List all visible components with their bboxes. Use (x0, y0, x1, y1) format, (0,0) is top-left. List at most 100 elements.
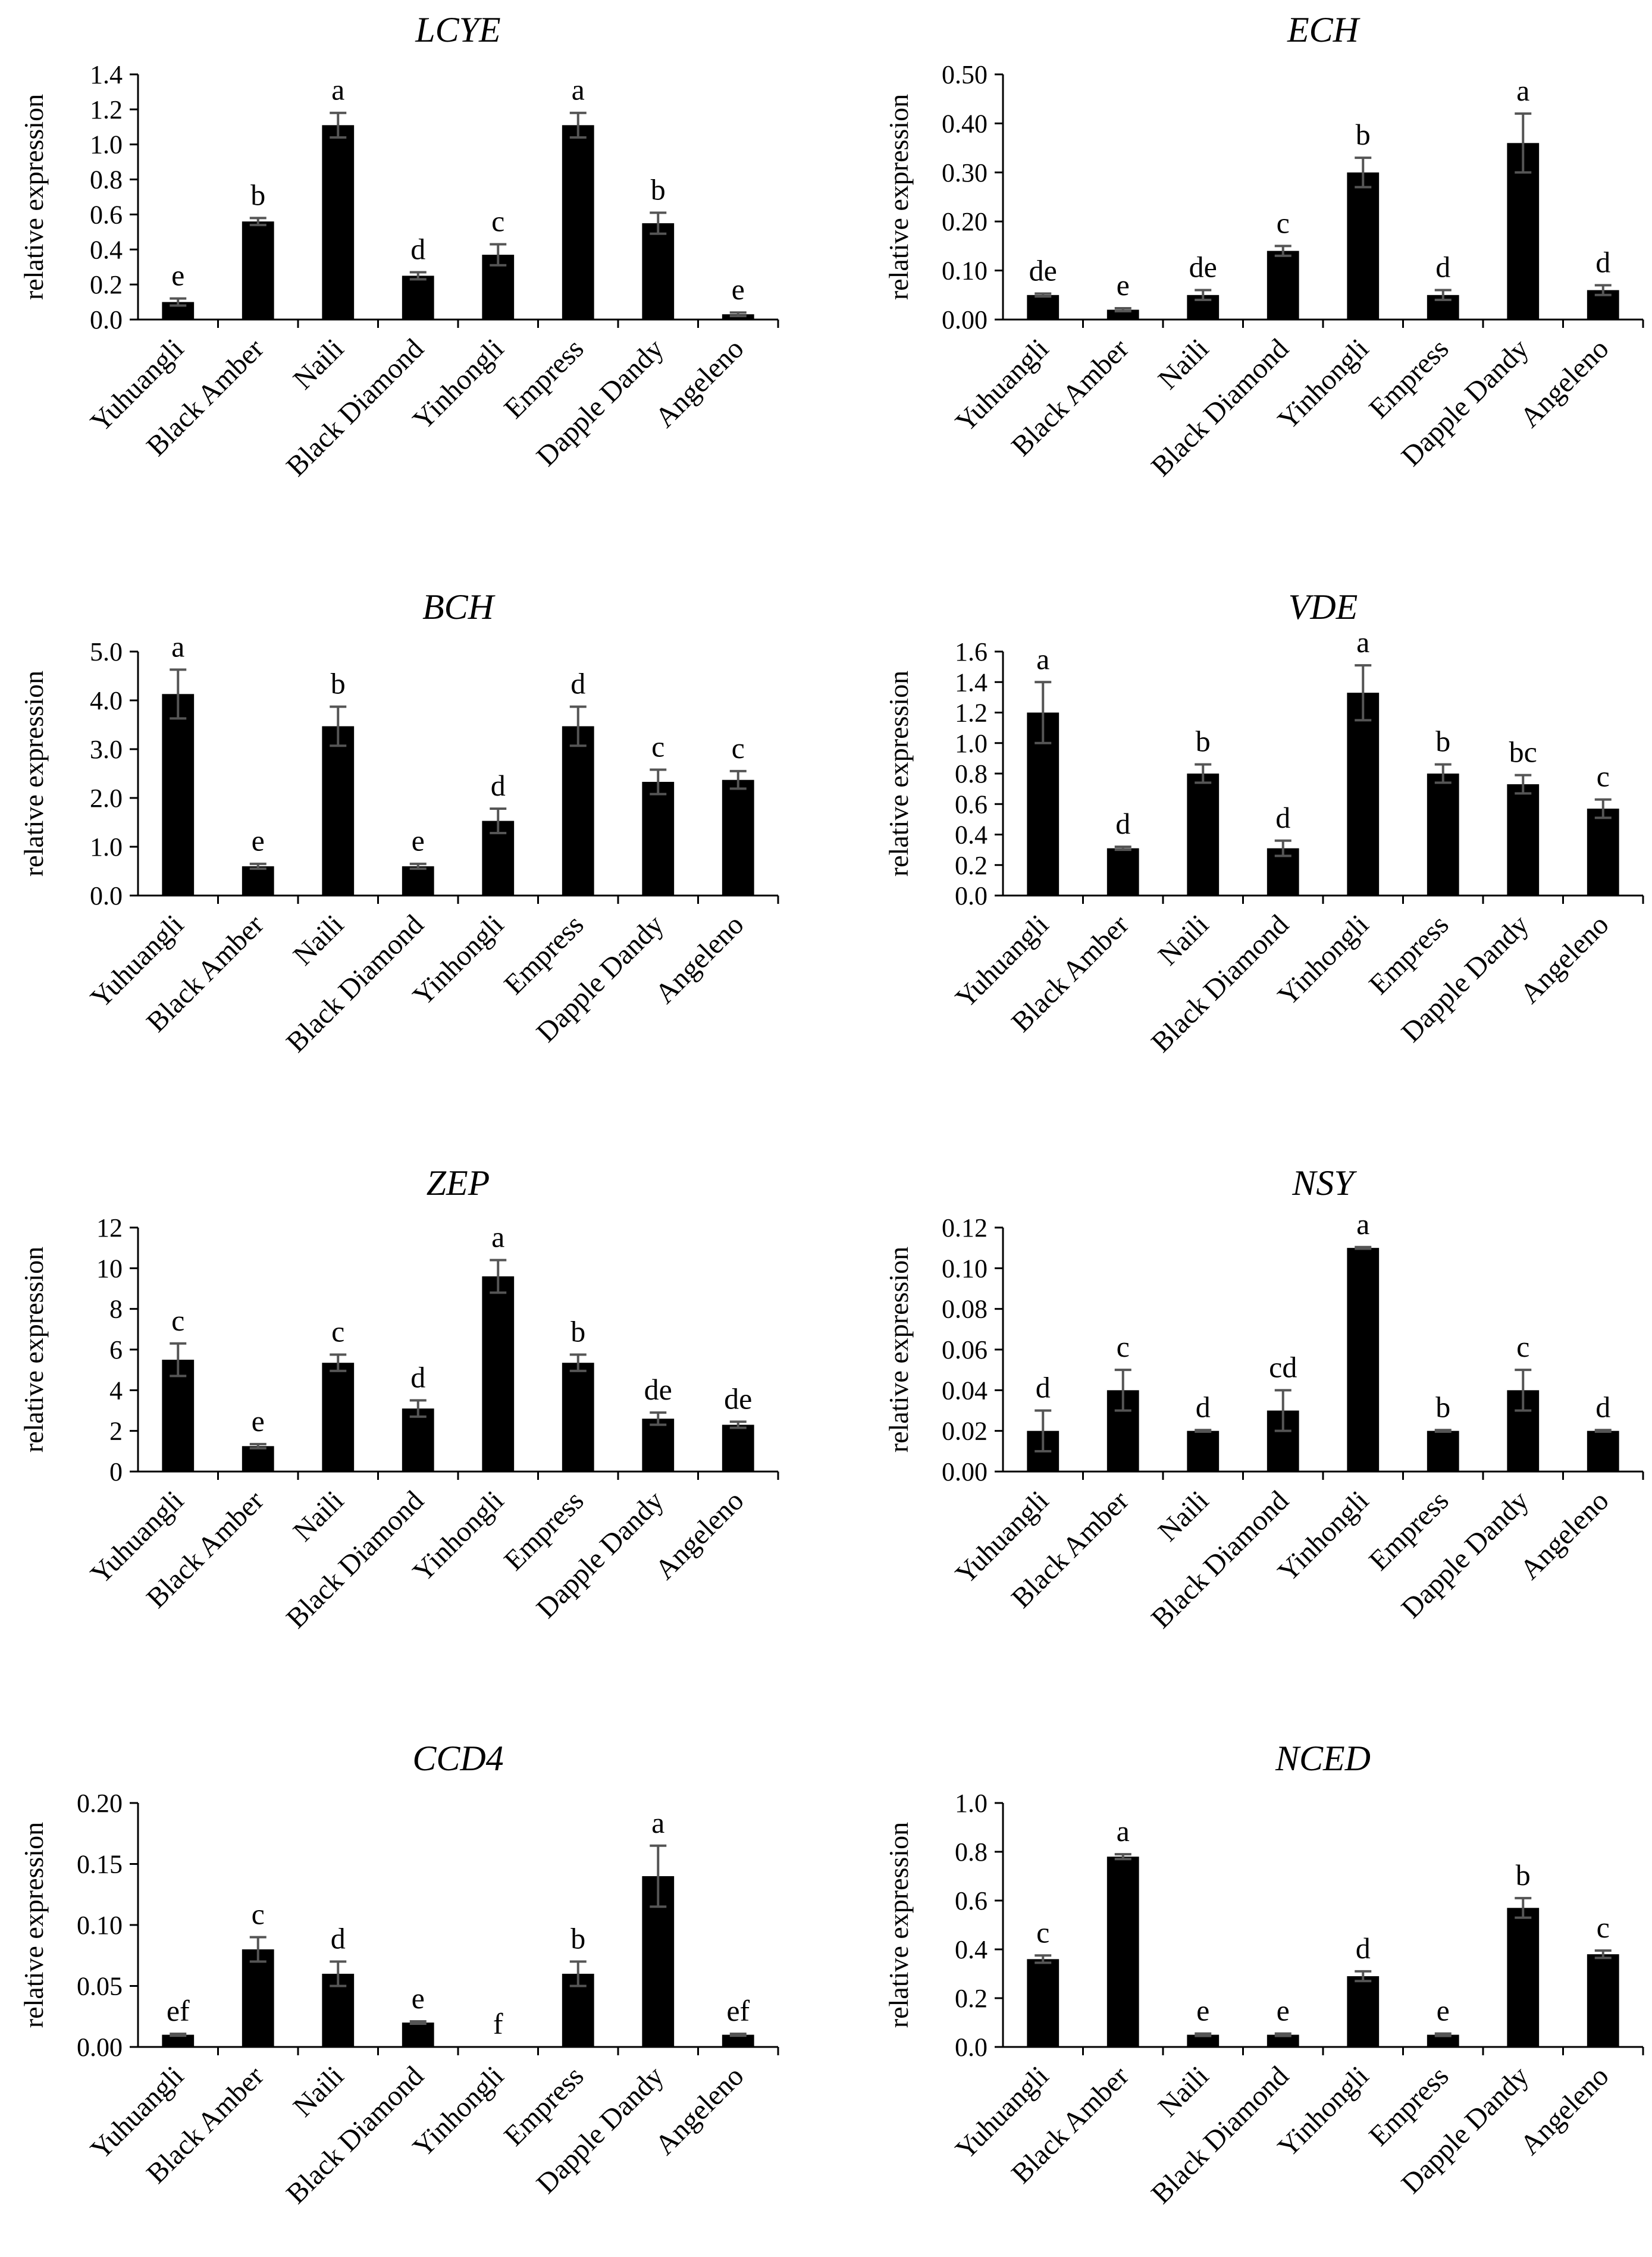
y-tick-label: 4 (109, 1376, 123, 1405)
error-bar (1515, 112, 1532, 174)
x-tick-label: Naili (287, 1485, 350, 1547)
y-tick-label: 0.20 (942, 207, 988, 236)
significance-letter: de (644, 1373, 672, 1406)
significance-letter: c (1597, 760, 1610, 793)
significance-letter: d (491, 769, 506, 802)
error-bar (569, 1353, 587, 1372)
error-bar (1434, 1429, 1452, 1433)
chart-title: NSY (1291, 1163, 1357, 1203)
bar-angeleno (1587, 1954, 1619, 2047)
error-bar (1434, 289, 1452, 302)
y-tick-label: 5.0 (90, 637, 123, 666)
y-tick-label: 0.0 (955, 2033, 988, 2062)
error-bar (249, 1936, 267, 1963)
error-bar (1355, 664, 1372, 722)
error-bar (170, 668, 187, 720)
significance-letter: de (1029, 253, 1057, 287)
significance-letter: c (651, 730, 664, 763)
bar-yinhongli (1347, 1976, 1380, 2047)
x-tick-label: Naili (1152, 1485, 1215, 1547)
significance-letter: e (252, 824, 265, 857)
x-tick-label: Naili (1152, 909, 1215, 971)
significance-letter: b (1196, 725, 1211, 758)
error-bar (330, 1353, 347, 1372)
error-bar (1594, 1429, 1612, 1433)
significance-letter: e (412, 1981, 425, 2015)
y-axis-label: relative expression (18, 1822, 49, 2028)
error-bar (1594, 1949, 1612, 1959)
error-bar (170, 2032, 187, 2037)
significance-letter: de (1189, 251, 1217, 284)
error-bar (1195, 763, 1212, 784)
significance-letter: c (1516, 1330, 1529, 1363)
significance-letter: e (412, 824, 425, 857)
y-tick-label: 3.0 (90, 735, 123, 764)
error-bar (170, 1342, 187, 1378)
significance-letter: b (1435, 1390, 1450, 1423)
bar-black-amber (242, 866, 274, 896)
x-tick-label: Angeleno (1514, 909, 1615, 1009)
error-bar (1515, 774, 1532, 795)
y-tick-label: 1.4 (955, 668, 988, 697)
y-tick-label: 0.02 (942, 1417, 988, 1446)
error-bar (409, 1399, 427, 1418)
y-tick-label: 0.6 (90, 200, 123, 229)
error-bar (1355, 1970, 1372, 1983)
error-bar (650, 211, 667, 235)
significance-letter: ef (167, 1994, 190, 2027)
y-tick-label: 0.00 (942, 305, 988, 334)
chart-panel-ech: ECH relative expression 0.00 0.10 0.20 0.30 0.… (883, 10, 1644, 483)
error-bar (1195, 2032, 1212, 2037)
x-tick-label: Black Diamond (1145, 909, 1294, 1058)
significance-letter: d (570, 667, 585, 700)
error-bar (729, 1420, 747, 1429)
y-tick-label: 1.0 (955, 729, 988, 758)
significance-letter: a (1356, 625, 1369, 659)
y-tick-label: 0.0 (90, 305, 123, 334)
x-tick-label: Black Diamond (280, 333, 430, 482)
significance-letter: c (491, 204, 504, 237)
significance-letter: c (1117, 1330, 1130, 1363)
significance-letter: d (410, 1360, 425, 1394)
error-bar (1114, 307, 1131, 312)
bar-naili (322, 125, 355, 320)
significance-letter: e (732, 273, 745, 306)
y-tick-label: 0.00 (942, 1457, 988, 1486)
y-tick-label: 0.06 (942, 1335, 988, 1364)
significance-letter: d (1595, 245, 1610, 278)
significance-letter: a (491, 1220, 504, 1254)
chart-title: ECH (1287, 10, 1361, 49)
error-bar (1114, 1853, 1131, 1861)
y-tick-label: 0.0 (90, 881, 123, 910)
error-bar (249, 1442, 267, 1450)
error-bar (1274, 1389, 1291, 1432)
chart-panel-nced: NCED relative expression 0.0 0.2 0.4 0.6 0.8 1.… (883, 1739, 1644, 2210)
significance-letter: a (1117, 1814, 1130, 1848)
y-tick-label: 0.10 (77, 1911, 123, 1940)
error-bar (1035, 292, 1052, 298)
error-bar (490, 243, 507, 267)
bar-empress (562, 1363, 594, 1472)
y-tick-label: 12 (96, 1213, 123, 1242)
significance-letter: bc (1509, 735, 1537, 769)
error-bar (1035, 1954, 1052, 1964)
chart-panel-lcye: LCYE relative expression 0.0 0.2 0.4 0.6 0.8 1.… (18, 10, 779, 483)
y-tick-label: 1.0 (90, 130, 123, 159)
error-bar (1515, 1896, 1532, 1919)
x-tick-label: Black Diamond (280, 1485, 430, 1634)
y-tick-label: 0.50 (942, 60, 988, 89)
y-axis-label: relative expression (883, 94, 914, 300)
x-tick-label: Angeleno (649, 1485, 750, 1585)
bar-angeleno (1587, 808, 1619, 896)
y-tick-label: 0.8 (955, 759, 988, 788)
error-bar (569, 111, 587, 139)
x-tick-label: Black Diamond (280, 909, 430, 1058)
bar-angeleno (722, 780, 754, 896)
significance-letter: a (572, 73, 585, 107)
bar-yinhongli (482, 1276, 515, 1472)
significance-letter: a (331, 73, 344, 107)
y-tick-label: 0.20 (77, 1789, 123, 1818)
significance-letter: d (1196, 1390, 1211, 1423)
significance-letter: d (1275, 801, 1290, 834)
x-tick-label: Black Diamond (1145, 1485, 1294, 1634)
